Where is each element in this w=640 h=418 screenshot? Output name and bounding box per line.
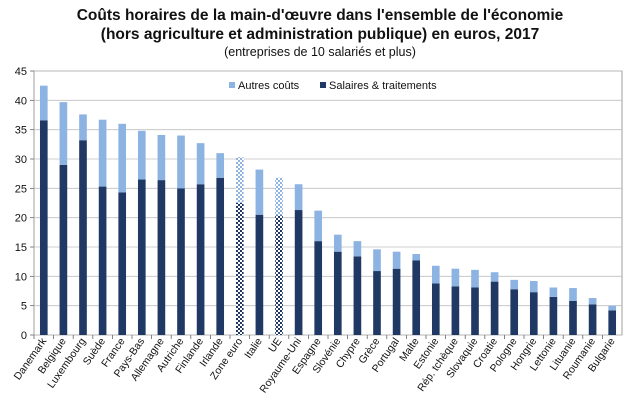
bar-salaires-bulgarie [608, 310, 617, 335]
bar-autres-lituanie [569, 288, 577, 301]
bar-salaires-italie [255, 214, 264, 335]
bar-salaires-zone-euro [235, 203, 244, 335]
legend-label-1: Salaires & traitements [329, 80, 437, 92]
bar-autres-slov-nie [333, 234, 342, 252]
bar-autres-luxembourg [79, 114, 87, 141]
bar-autres-malte [412, 254, 421, 261]
legend-swatch-0 [229, 82, 235, 88]
bar-autres-chypre [353, 241, 362, 257]
bar-autres-hongrie [529, 281, 538, 293]
bar-autres-croatie [490, 272, 499, 282]
ytick-label-45: 45 [15, 66, 27, 78]
bar-autres-finlande [196, 143, 205, 185]
bar-autres-estonie [431, 265, 440, 284]
bar-salaires-royaume-uni [294, 210, 303, 335]
bar-autres-roumanie [588, 298, 597, 305]
bar-salaires-irlande [216, 177, 225, 335]
legend-swatch-1 [320, 82, 326, 88]
bar-autres-royaume-uni [294, 184, 303, 211]
chart-title-line1: Coûts horaires de la main-d'œuvre dans l… [76, 7, 564, 24]
bar-salaires-finlande [196, 184, 205, 335]
bar-salaires-croatie [490, 281, 499, 335]
bar-salaires-espagne [314, 241, 323, 335]
ytick-label-35: 35 [15, 125, 27, 137]
bar-autres-su-de [98, 119, 107, 187]
chart-title-line2: (hors agriculture et administration publ… [100, 26, 540, 43]
bar-autres-r-p-tch-que [451, 268, 460, 287]
ytick-label-10: 10 [15, 271, 27, 283]
ytick-label-5: 5 [21, 301, 27, 313]
bar-salaires-malte [412, 260, 421, 335]
xtick-label-italie: Italie [242, 336, 265, 361]
bar-salaires-portugal [392, 268, 401, 335]
ytick-label-0: 0 [21, 330, 27, 342]
bar-salaires-slovaquie [471, 287, 479, 335]
bar-salaires-france [118, 192, 127, 335]
bar-autres-irlande [216, 153, 225, 178]
bar-autres-slovaquie [471, 269, 479, 288]
ytick-label-20: 20 [15, 213, 27, 225]
ytick-label-25: 25 [15, 183, 27, 195]
bar-autres-belgique [59, 102, 68, 165]
bar-salaires-ue [275, 215, 283, 335]
bar-autres-allemagne [157, 134, 166, 181]
bar-salaires-roumanie [588, 304, 597, 335]
bar-salaires-pays-bas [137, 179, 146, 335]
bar-autres-bulgarie [608, 305, 617, 311]
bar-salaires-estonie [431, 283, 440, 335]
bar-salaires-lituanie [569, 300, 577, 335]
bar-salaires-hongrie [529, 292, 538, 335]
bar-salaires-chypre [353, 256, 362, 335]
bar-salaires-lettonie [549, 296, 558, 335]
ytick-label-40: 40 [15, 95, 27, 107]
bar-autres-pays-bas [137, 130, 146, 180]
bar-autres-portugal [392, 251, 401, 269]
bar-salaires-belgique [59, 164, 68, 335]
ytick-label-15: 15 [15, 242, 27, 254]
bar-autres-zone-euro [235, 157, 244, 203]
bar-autres-france [118, 123, 127, 193]
ytick-label-30: 30 [15, 154, 27, 166]
bar-salaires-allemagne [157, 180, 166, 335]
bar-autres-lettonie [549, 287, 558, 297]
bar-salaires-pologne [510, 289, 519, 335]
bar-autres-gr-ce [373, 249, 381, 272]
bar-salaires-luxembourg [79, 140, 87, 335]
bar-autres-pologne [510, 279, 519, 290]
bar-salaires-r-p-tch-que [451, 286, 460, 335]
bar-autres-autriche [177, 135, 185, 189]
bar-autres-danemark [39, 85, 48, 121]
chart-subtitle: (entreprises de 10 salariés et plus) [224, 45, 416, 59]
bar-autres-espagne [314, 210, 323, 242]
bar-salaires-autriche [177, 188, 185, 335]
chart-titles: Coûts horaires de la main-d'œuvre dans l… [0, 0, 640, 60]
bar-salaires-su-de [98, 186, 107, 335]
bar-salaires-gr-ce [373, 271, 381, 335]
bar-autres-ue [275, 177, 283, 216]
bar-salaires-danemark [39, 120, 48, 335]
bar-autres-italie [255, 169, 264, 215]
legend-label-0: Autres coûts [238, 80, 300, 92]
bar-salaires-slov-nie [333, 251, 342, 335]
